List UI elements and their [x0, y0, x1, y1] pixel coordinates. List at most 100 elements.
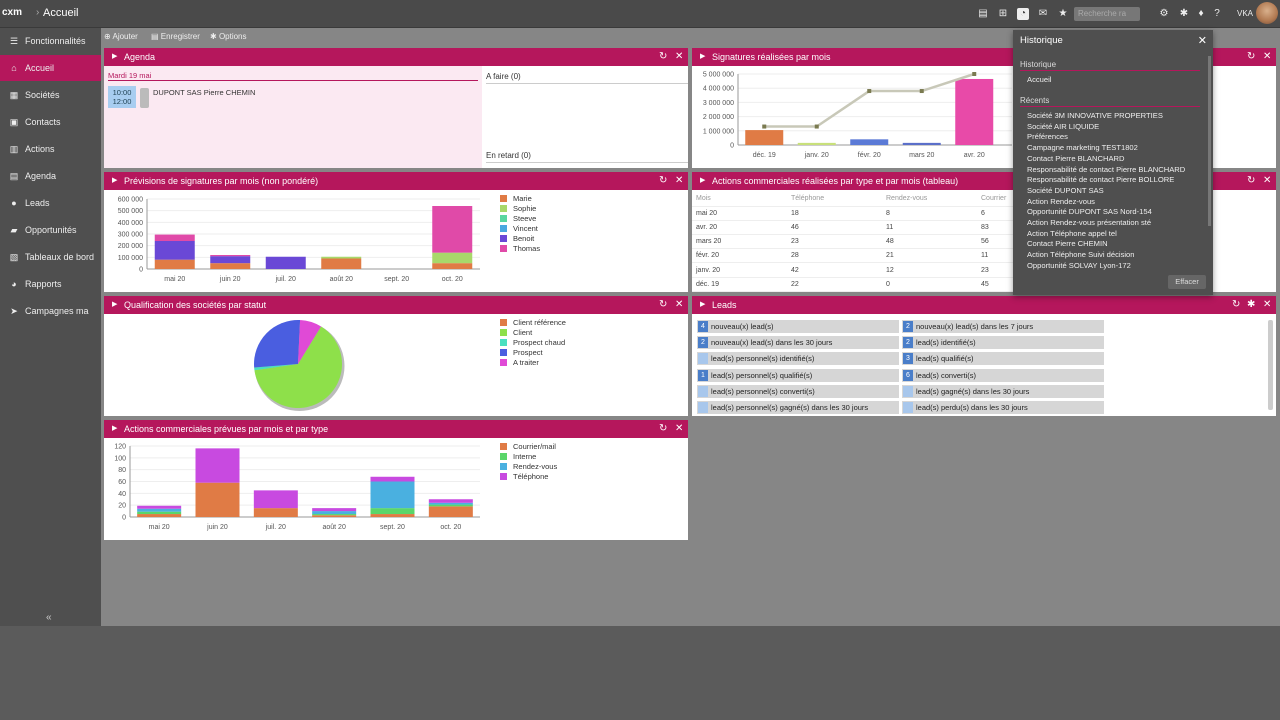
panel-header[interactable]: ▶ Qualification des sociétés par statut … [104, 296, 688, 314]
legend-item[interactable]: Benoit [500, 234, 540, 244]
lead-item[interactable]: 0 lead(s) perdu(s) dans les 30 jours [902, 401, 1104, 414]
settings-icon[interactable]: ✱ [1179, 8, 1189, 19]
sidebar-item-leads[interactable]: ● Leads [0, 190, 101, 216]
lead-item[interactable]: 4 nouveau(x) lead(s) [697, 320, 899, 333]
legend-item[interactable]: Client référence [500, 318, 566, 328]
table-header-cell[interactable]: Courrier [977, 192, 1022, 207]
table-header-cell[interactable]: Rendez-vous [882, 192, 977, 207]
grid-icon[interactable]: ⊞ [998, 8, 1008, 19]
collapse-triangle-icon[interactable]: ▶ [112, 53, 118, 60]
panel-header[interactable]: ▶ Leads ↻ ✱ ✕ [692, 296, 1276, 314]
sidebar-item-agenda[interactable]: ▤ Agenda [0, 163, 101, 189]
legend-item[interactable]: Prospect chaud [500, 338, 566, 348]
recent-item[interactable]: Action Téléphone appel tel [1027, 228, 1117, 238]
breadcrumb-home[interactable]: Accueil [43, 7, 79, 19]
close-icon[interactable]: ✕ [1263, 51, 1272, 62]
thumbs-up-icon[interactable]: ♦ [1198, 8, 1204, 19]
recent-item[interactable]: Responsabilité de contact Pierre BLANCHA… [1027, 164, 1186, 174]
close-icon[interactable]: ✕ [675, 175, 684, 186]
recent-item[interactable]: Action Téléphone Suivi décision [1027, 250, 1135, 260]
recent-item[interactable]: Société DUPONT SAS [1027, 185, 1104, 195]
legend-item[interactable]: Marie [500, 194, 540, 204]
options-button[interactable]: ✱ Options [210, 32, 247, 41]
sidebar-collapse-button[interactable]: « [46, 612, 52, 623]
collapse-triangle-icon[interactable]: ▶ [700, 301, 706, 308]
star-icon[interactable]: ★ [1058, 8, 1068, 19]
sidebar-item-societes[interactable]: ▦ Sociétés [0, 82, 101, 108]
gear-icon[interactable]: ✱ [1247, 299, 1256, 310]
app-logo[interactable]: cxm [2, 7, 23, 18]
legend-item[interactable]: Vincent [500, 224, 540, 234]
lead-item[interactable]: 0 lead(s) gagné(s) dans les 30 jours [902, 384, 1104, 398]
clear-button[interactable]: Effacer [1168, 275, 1206, 289]
collapse-triangle-icon[interactable]: ▶ [112, 425, 118, 432]
legend-item[interactable]: Sophie [500, 204, 540, 214]
recent-item[interactable]: Campagne marketing TEST1802 [1027, 143, 1138, 153]
sidebar-item-accueil[interactable]: ⌂ Accueil [0, 55, 101, 81]
search-input[interactable]: Recherche ra [1074, 7, 1140, 21]
chat-icon[interactable]: ✉ [1038, 8, 1048, 19]
recent-item[interactable]: Opportunité DUPONT SAS Nord-154 [1027, 207, 1152, 217]
recent-item[interactable]: Action Rendez-vous présentation sté [1027, 218, 1152, 228]
refresh-icon[interactable]: ↻ [659, 299, 668, 310]
share-icon[interactable]: ⚙ [1159, 8, 1169, 19]
table-header-cell[interactable]: Téléphone [787, 192, 882, 207]
recent-item[interactable]: Société 3M INNOVATIVE PROPERTIES [1027, 111, 1163, 120]
recent-item[interactable]: Responsabilité de contact Pierre BOLLORE [1027, 175, 1175, 185]
scrollbar[interactable] [1268, 320, 1273, 410]
legend-item[interactable]: Prospect [500, 348, 566, 358]
recent-item[interactable]: Contact Pierre BLANCHARD [1027, 153, 1125, 163]
legend-item[interactable]: Rendez-vous [500, 462, 557, 472]
avatar[interactable] [1256, 2, 1278, 24]
sidebar-item-tableaux[interactable]: ▧ Tableaux de bord [0, 244, 101, 270]
refresh-icon[interactable]: ↻ [659, 175, 668, 186]
sidebar-item-campagnes[interactable]: ➤ Campagnes ma [0, 298, 101, 324]
collapse-triangle-icon[interactable]: ▶ [700, 53, 706, 60]
legend-item[interactable]: Courrier/mail [500, 442, 557, 452]
close-icon[interactable]: ✕ [1263, 299, 1272, 310]
recent-item[interactable]: Préférences [1027, 132, 1068, 142]
history-icon[interactable]: ◔ [1017, 8, 1029, 20]
todo-label[interactable]: A faire (0) [486, 72, 688, 84]
collapse-triangle-icon[interactable]: ▶ [700, 177, 706, 184]
lead-item[interactable]: 2 lead(s) identifié(s) [902, 336, 1104, 350]
sidebar-item-opportunites[interactable]: ▰ Opportunités [0, 217, 101, 243]
sidebar-item-contacts[interactable]: ▣ Contacts [0, 109, 101, 135]
add-button[interactable]: ⊕ Ajouter [104, 32, 138, 41]
recent-item[interactable]: Société AIR LIQUIDE [1027, 121, 1100, 131]
legend-item[interactable]: Thomas [500, 244, 540, 254]
panel-header[interactable]: ▶ Agenda ↻ ✕ [104, 48, 688, 66]
lead-item[interactable]: 6 lead(s) converti(s) [902, 368, 1104, 382]
sidebar-item-fonctionnalites[interactable]: ☰ Fonctionnalités [0, 28, 101, 54]
legend-item[interactable]: Interne [500, 452, 557, 462]
collapse-triangle-icon[interactable]: ▶ [112, 177, 118, 184]
recent-item[interactable]: Contact Pierre CHEMIN [1027, 239, 1108, 249]
recent-item[interactable]: Action Rendez-vous [1027, 196, 1095, 206]
refresh-icon[interactable]: ↻ [659, 423, 668, 434]
refresh-icon[interactable]: ↻ [1247, 175, 1256, 186]
help-icon[interactable]: ? [1214, 8, 1220, 19]
clipboard-icon[interactable]: ▤ [978, 8, 988, 19]
close-icon[interactable]: ✕ [675, 423, 684, 434]
legend-item[interactable]: A traiter [500, 358, 566, 368]
save-button[interactable]: ▤ Enregistrer [151, 32, 200, 41]
collapse-triangle-icon[interactable]: ▶ [112, 301, 118, 308]
close-icon[interactable]: ✕ [675, 51, 684, 62]
sidebar-item-rapports[interactable]: ◕ Rapports [0, 271, 101, 297]
legend-item[interactable]: Steeve [500, 214, 540, 224]
legend-item[interactable]: Téléphone [500, 472, 557, 482]
lead-item[interactable]: 2 nouveau(x) lead(s) dans les 7 jours [902, 320, 1104, 333]
lead-item[interactable]: 1 lead(s) personnel(s) qualifié(s) [697, 368, 899, 382]
panel-header[interactable]: ▶ Prévisions de signatures par mois (non… [104, 172, 688, 190]
table-header-cell[interactable]: Mois [692, 192, 787, 207]
late-label[interactable]: En retard (0) [486, 151, 688, 163]
sidebar-item-actions[interactable]: ▥ Actions [0, 136, 101, 162]
lead-item[interactable]: 0 lead(s) personnel(s) converti(s) [697, 384, 899, 398]
lead-item[interactable]: 2 nouveau(x) lead(s) dans les 30 jours [697, 336, 899, 350]
close-icon[interactable]: ✕ [1197, 35, 1207, 47]
user-initials[interactable]: VKA [1237, 9, 1254, 18]
history-item[interactable]: Accueil [1027, 75, 1052, 84]
refresh-icon[interactable]: ↻ [659, 51, 668, 62]
recent-item[interactable]: Opportunité SOLVAY Lyon-172 [1027, 260, 1131, 270]
close-icon[interactable]: ✕ [675, 299, 684, 310]
